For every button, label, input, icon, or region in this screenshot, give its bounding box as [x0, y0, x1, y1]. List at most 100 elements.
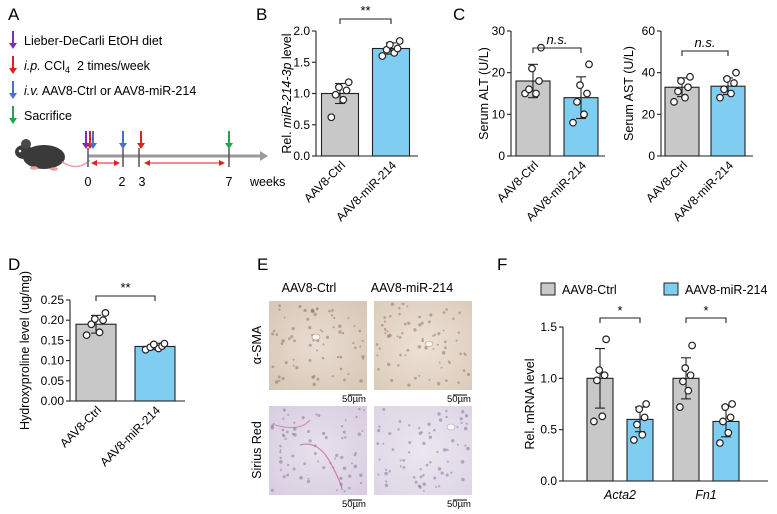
nucleus-dot [361, 339, 364, 343]
data-point [569, 118, 577, 127]
nucleus-dot [427, 320, 431, 324]
nucleus-dot [457, 381, 460, 384]
chart-b-mir214-level: 0.00.51.01.52.0AAV8-CtrlAAV8-miR-214**Re… [280, 3, 418, 224]
data-point [638, 430, 647, 439]
nucleus-dot [402, 466, 406, 469]
nucleus-dot [441, 351, 446, 355]
legend-swatch [540, 282, 556, 296]
nucleus-dot [397, 428, 400, 431]
data-point [600, 371, 609, 380]
nucleus-dot [401, 302, 405, 306]
y-tick-label: 10 [492, 107, 506, 121]
group-label: Fn1 [695, 488, 717, 502]
nucleus-dot [437, 412, 441, 416]
y-tick-label: 0.00 [41, 394, 65, 408]
nucleus-dot [412, 476, 416, 479]
nucleus-dot [452, 317, 455, 321]
nucleus-dot [436, 450, 439, 454]
nucleus-dot [343, 378, 346, 382]
bar [75, 323, 117, 402]
nucleus-dot [341, 436, 344, 440]
micrograph-sirius-ctrl [269, 406, 367, 495]
data-point [716, 93, 724, 102]
nucleus-dot [322, 466, 326, 470]
y-axis-label: Serum AST (U/L) [622, 46, 636, 141]
data-point [679, 377, 687, 386]
nucleus-dot [442, 329, 445, 332]
nucleus-dot [406, 348, 410, 352]
data-point [327, 113, 336, 122]
nucleus-dot [376, 354, 379, 357]
data-point [721, 403, 730, 411]
nucleus-dot [353, 453, 357, 457]
nucleus-dot [344, 419, 347, 422]
data-point [681, 364, 690, 372]
nucleus-dot [460, 460, 465, 464]
nucleus-dot [445, 473, 449, 477]
nucleus-dot [293, 339, 296, 343]
timeline: 0 2 3 7 weeks [82, 131, 285, 189]
y-tick-label: 0 [498, 149, 505, 163]
scale-bar-label: 50µm [342, 499, 366, 510]
mouse-icon [15, 139, 91, 171]
y-tick-label: 20 [642, 107, 656, 121]
data-point [335, 83, 343, 92]
nucleus-dot [357, 432, 362, 436]
data-point [726, 413, 735, 422]
significance-label: n.s. [547, 32, 568, 47]
scale-bar-label: 50µm [447, 499, 471, 510]
data-point [602, 335, 611, 344]
group-label: Acta2 [603, 488, 636, 502]
collagen-fiber [299, 443, 343, 491]
data-point [589, 417, 598, 426]
nucleus-dot [421, 339, 425, 343]
nucleus-dot [418, 315, 421, 319]
nucleus-dot [384, 332, 387, 335]
y-tick-label: 60 [642, 24, 656, 38]
nucleus-dot [347, 317, 350, 319]
data-point [378, 52, 387, 60]
nucleus-dot [340, 425, 344, 428]
significance-bracket [95, 295, 156, 301]
nucleus-dot [408, 424, 411, 427]
y-tick-label: 1.0 [540, 371, 557, 385]
nucleus-dot [420, 321, 424, 325]
nucleus-dot [388, 333, 392, 338]
chart-d-hydroxyproline: 0.00 0.05 0.10 0.15 0.20 0.25 AAV8-CtrlAAV8-mi… [18, 271, 185, 469]
nucleus-dot [375, 343, 379, 346]
y-tick-label: 2.0 [293, 24, 310, 38]
legend-row-ccl4: i.p. CCl4 2 times/week [9, 56, 151, 75]
significance-label: * [617, 303, 622, 318]
nucleus-dot [352, 341, 355, 345]
nucleus-dot [339, 476, 343, 480]
nucleus-dot [307, 430, 311, 433]
nucleus-dot [445, 415, 448, 419]
legend-swatch [663, 282, 679, 296]
nucleus-dot [284, 437, 287, 441]
data-point [723, 75, 731, 83]
legend-label: AAV8-Ctrl [562, 283, 617, 297]
y-tick-label: 1.5 [540, 320, 557, 334]
nucleus-dot [396, 335, 399, 338]
nucleus-dot [433, 476, 437, 480]
nucleus-dot [422, 490, 425, 492]
nucleus-dot [354, 346, 357, 350]
nucleus-dot [382, 408, 386, 411]
nucleus-dot [437, 382, 441, 386]
y-tick-label: 1.5 [293, 55, 310, 69]
nucleus-dot [308, 326, 312, 330]
nucleus-dot [324, 436, 328, 440]
nucleus-dot [443, 340, 447, 344]
data-point [719, 417, 727, 426]
significance-label: ** [120, 280, 130, 295]
nucleus-dot [338, 330, 342, 334]
nucleus-dot [287, 413, 290, 416]
nucleus-dot [384, 483, 389, 488]
nucleus-dot [414, 480, 418, 484]
y-tick-label: 30 [492, 24, 506, 38]
nucleus-dot [278, 379, 281, 382]
nucleus-dot [344, 436, 347, 439]
data-point [393, 44, 402, 53]
y-tick-label: 0 [648, 149, 655, 163]
nucleus-dot [290, 335, 294, 339]
